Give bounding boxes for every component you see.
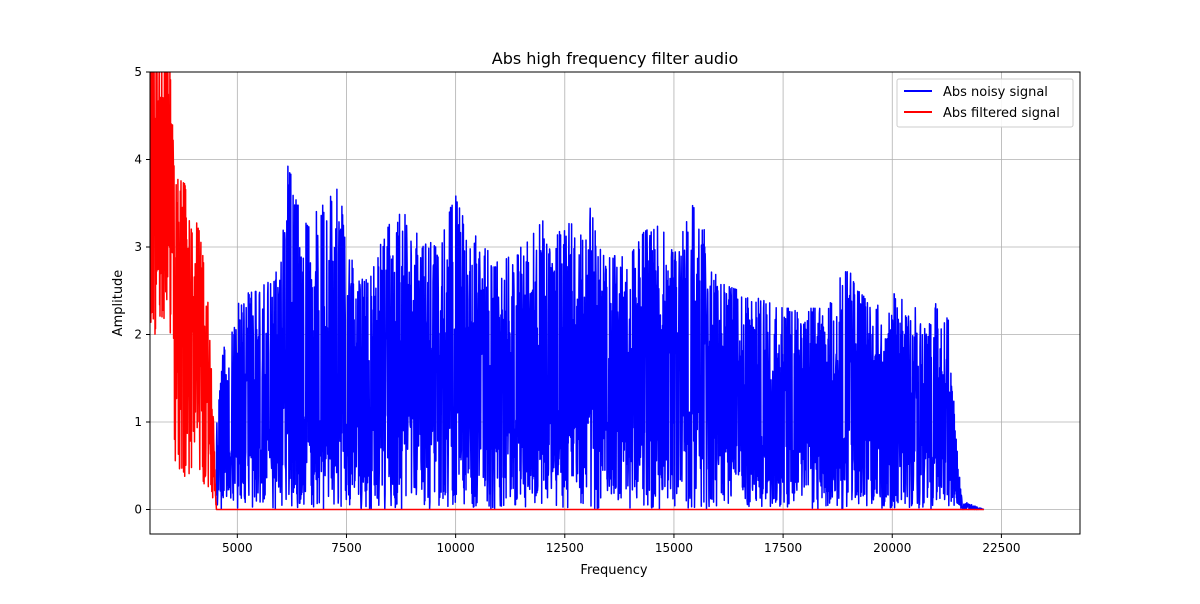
x-axis-label: Frequency: [580, 563, 647, 578]
legend-label-filtered: Abs filtered signal: [943, 106, 1060, 121]
axes-frame: [149, 71, 1081, 535]
chart-title: Abs high frequency filter audio: [492, 49, 738, 68]
x-tick-label: 22500: [982, 541, 1020, 555]
series-noisy-line: [215, 165, 985, 511]
y-tick-label: 3: [134, 240, 142, 254]
x-tick-label: 10000: [437, 541, 475, 555]
x-tick-label: 12500: [546, 541, 584, 555]
y-tick-label: 1: [134, 415, 142, 429]
x-tick-label: 5000: [222, 541, 253, 555]
x-tick-label: 20000: [873, 541, 911, 555]
y-tick-label: 2: [134, 328, 142, 342]
y-axis-label: Amplitude: [111, 270, 126, 337]
y-tick-label: 5: [134, 65, 142, 79]
plot-area: [150, 72, 985, 511]
y-tick-label: 0: [134, 503, 142, 517]
x-tick-label: 7500: [331, 541, 362, 555]
legend-box: [896, 78, 1074, 128]
x-tick-label: 17500: [764, 541, 802, 555]
legend: Abs noisy signal Abs filtered signal: [896, 78, 1074, 128]
y-axis-ticks: 0 1 2 3 4 5: [134, 65, 150, 517]
y-tick-label: 4: [134, 153, 142, 167]
series-filtered-line: [150, 72, 984, 511]
legend-label-noisy: Abs noisy signal: [943, 85, 1048, 100]
x-tick-label: 15000: [655, 541, 693, 555]
x-axis-ticks: 5000 7500 10000 12500 15000 17500 20000 22500: [222, 534, 1021, 555]
